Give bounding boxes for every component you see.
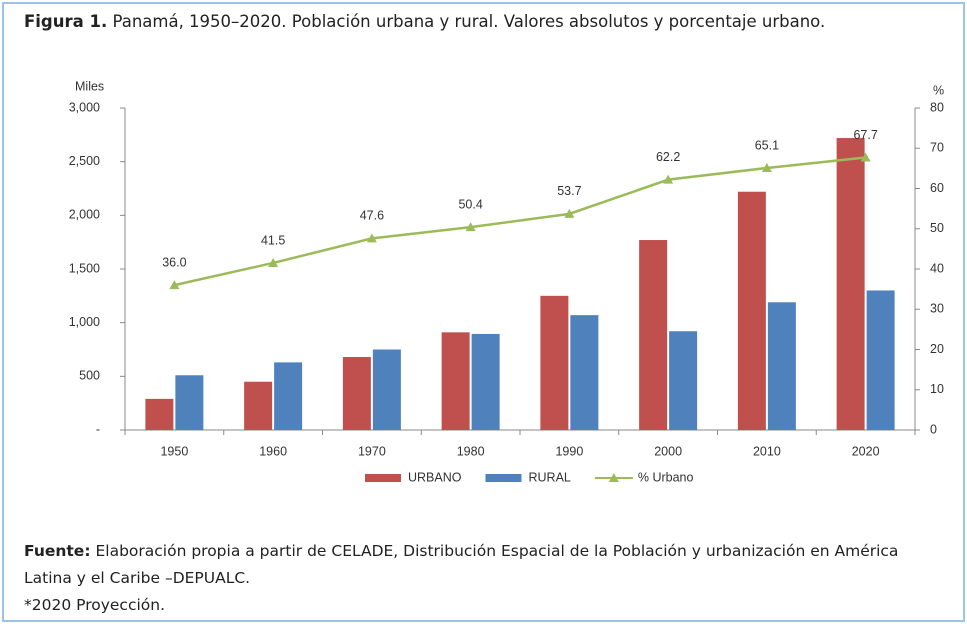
x-tick-label: 2000 [654, 444, 682, 458]
data-label: 67.7 [853, 128, 877, 142]
line-marker [860, 152, 871, 162]
bar [669, 331, 698, 430]
legend-marker [608, 473, 619, 482]
bar [639, 240, 668, 430]
bar [866, 290, 895, 430]
y2-tick-label: 10 [930, 382, 944, 396]
x-tick-label: 1980 [457, 444, 485, 458]
bar [540, 295, 569, 430]
data-label: 65.1 [755, 138, 779, 152]
y-tick-label: 500 [79, 369, 100, 383]
y2-tick-label: 60 [930, 181, 944, 195]
x-tick-label: 1960 [259, 444, 287, 458]
note: *2020 Proyección. [24, 596, 166, 614]
line-marker [366, 233, 377, 243]
line-marker [268, 257, 279, 267]
y2-tick-label: 80 [930, 100, 944, 114]
y2-tick-label: 50 [930, 221, 944, 235]
figure-title: Figura 1. Panamá, 1950–2020. Población u… [24, 8, 924, 36]
x-tick-label: 1990 [555, 444, 583, 458]
legend-swatch [485, 474, 522, 482]
y-tick-label: 1,500 [69, 261, 100, 275]
y-tick-label: 3,000 [69, 100, 100, 114]
bar [274, 362, 303, 430]
x-tick-label: 1950 [160, 444, 188, 458]
data-label: 53.7 [557, 184, 581, 198]
bar [372, 349, 401, 430]
y2-tick-label: 0 [930, 422, 937, 436]
line [174, 156, 866, 287]
y-tick-label: 1,000 [69, 315, 100, 329]
line-marker [564, 208, 575, 218]
legend-swatch [365, 474, 401, 482]
source: Fuente: Elaboración propia a partir de C… [24, 538, 944, 619]
x-tick-label: 2020 [852, 444, 880, 458]
bar [737, 191, 766, 430]
bar [441, 332, 470, 430]
data-label: 62.2 [656, 150, 680, 164]
bar [145, 398, 174, 430]
data-label: 47.6 [360, 209, 384, 223]
legend-label: RURAL [528, 470, 570, 484]
bar [342, 357, 371, 430]
line-marker [761, 162, 772, 172]
title-text: Panamá, 1950–2020. Población urbana y ru… [112, 12, 826, 31]
y2-tick-label: 20 [930, 342, 944, 356]
x-tick-label: 2010 [753, 444, 781, 458]
y2-tick-label: 70 [930, 141, 944, 155]
y-axis-label: Miles [75, 79, 104, 93]
data-label: 41.5 [261, 233, 285, 247]
bar [244, 381, 273, 430]
bar [175, 375, 204, 430]
source-label: Fuente: [24, 542, 91, 560]
y2-tick-label: 30 [930, 302, 944, 316]
bar [471, 333, 500, 430]
legend-label: URBANO [408, 470, 462, 484]
x-tick-label: 1970 [358, 444, 386, 458]
legend-label: % Urbano [638, 470, 694, 484]
source-text: Elaboración propia a partir de CELADE, D… [24, 542, 899, 587]
y2-axis-label: % [933, 83, 944, 97]
y-tick-label: 2,500 [69, 154, 100, 168]
y2-tick-label: 40 [930, 261, 944, 275]
chart: Miles % - 500 1,000 1,500 2,000 2,500 3,000 0 10… [69, 79, 944, 484]
line-marker [465, 222, 476, 232]
bar [570, 315, 599, 430]
y-tick-label: - [96, 422, 100, 436]
data-label: 50.4 [458, 197, 482, 211]
data-label: 36.0 [162, 255, 186, 269]
line-marker [169, 280, 180, 290]
bar [767, 302, 796, 430]
title-label: Figura 1. [24, 12, 108, 31]
y-tick-label: 2,000 [69, 208, 100, 222]
bar [836, 138, 865, 430]
line-marker [663, 174, 674, 184]
